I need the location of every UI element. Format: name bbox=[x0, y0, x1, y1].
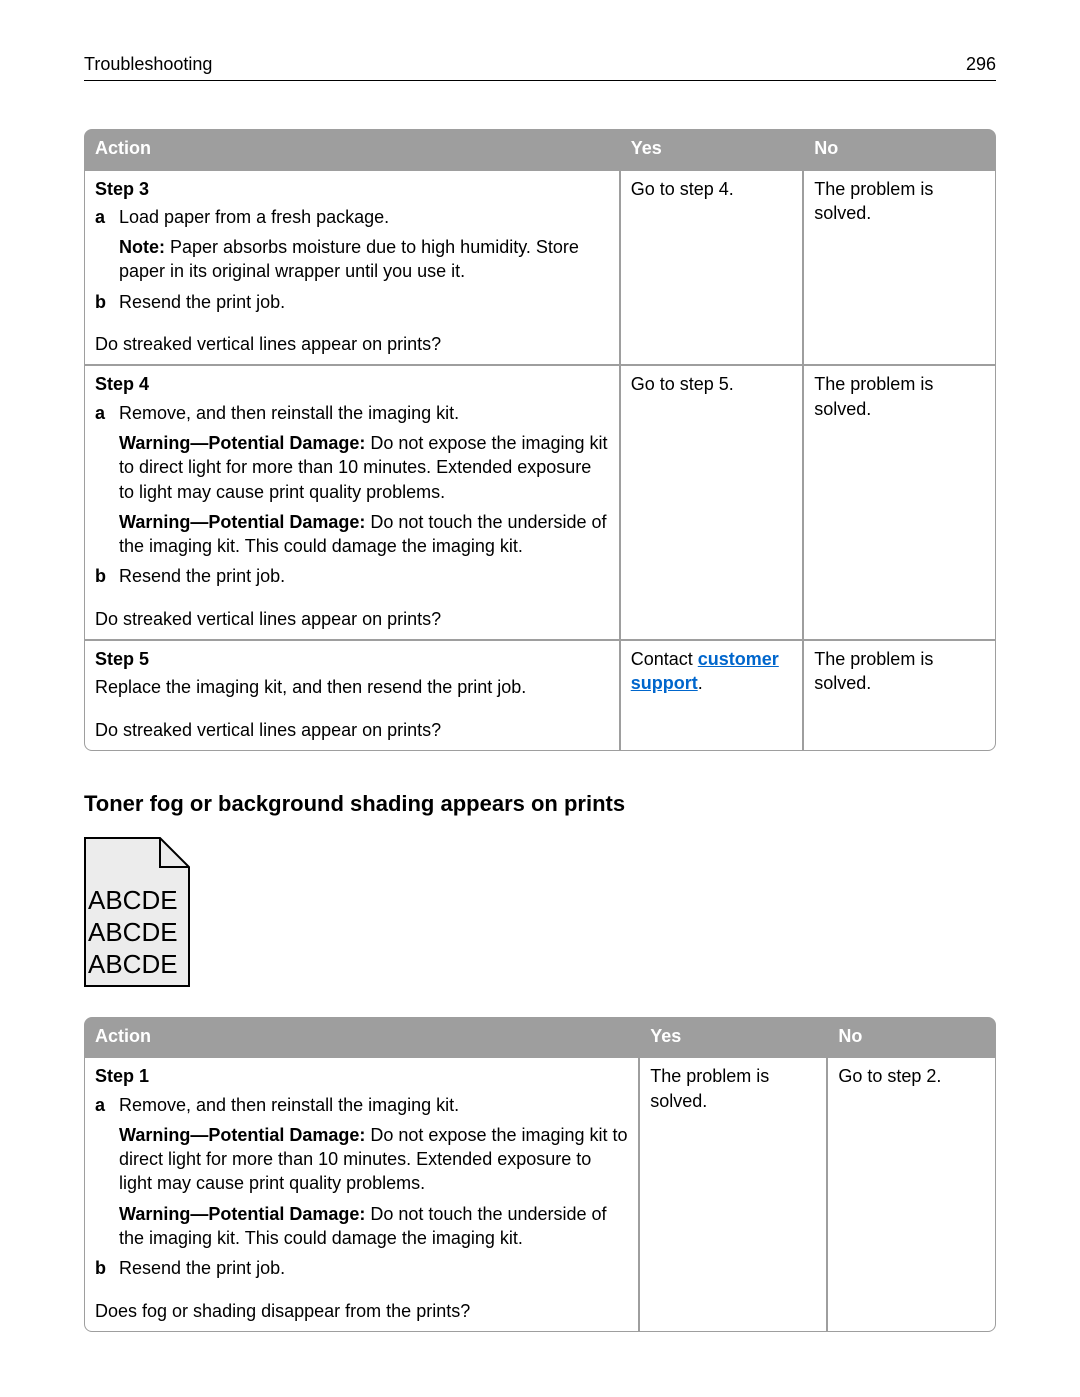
table-row: Step 4 a Remove, and then reinstall the … bbox=[84, 365, 996, 640]
sub-item: a Load paper from a fresh package. bbox=[95, 205, 609, 229]
step-title: Step 1 bbox=[95, 1064, 628, 1088]
sub-letter: b bbox=[95, 1256, 119, 1280]
no-cell: Go to step 2. bbox=[827, 1057, 996, 1332]
troubleshooting-table-2: Action Yes No Step 1 a Remove, and then … bbox=[84, 1017, 996, 1332]
note: Note: Paper absorbs moisture due to high… bbox=[119, 235, 609, 284]
sub-text: Resend the print job. bbox=[119, 290, 609, 314]
step-question: Do streaked vertical lines appear on pri… bbox=[95, 332, 609, 356]
step-question: Do streaked vertical lines appear on pri… bbox=[95, 718, 609, 742]
step-title: Step 5 bbox=[95, 647, 609, 671]
sub-item: b Resend the print job. bbox=[95, 564, 609, 588]
table-row: Step 1 a Remove, and then reinstall the … bbox=[84, 1057, 996, 1332]
action-cell: Step 3 a Load paper from a fresh package… bbox=[84, 170, 620, 366]
no-cell: The problem is solved. bbox=[803, 640, 996, 751]
sub-letter: a bbox=[95, 401, 119, 425]
sub-letter: b bbox=[95, 564, 119, 588]
note-label: Note: bbox=[119, 237, 165, 257]
action-cell: Step 5 Replace the imaging kit, and then… bbox=[84, 640, 620, 751]
yes-cell: Contact customer support. bbox=[620, 640, 804, 751]
sample-page-icon: ABCDE ABCDE ABCDE bbox=[84, 837, 190, 987]
sample-line-2: ABCDE bbox=[88, 917, 178, 947]
step-question: Do streaked vertical lines appear on pri… bbox=[95, 607, 609, 631]
warning-label: Warning—Potential Damage: bbox=[119, 1204, 365, 1224]
warning-label: Warning—Potential Damage: bbox=[119, 433, 365, 453]
sub-text: Resend the print job. bbox=[119, 1256, 628, 1280]
action-cell: Step 1 a Remove, and then reinstall the … bbox=[84, 1057, 639, 1332]
warning: Warning—Potential Damage: Do not touch t… bbox=[119, 1202, 628, 1251]
sub-item: b Resend the print job. bbox=[95, 290, 609, 314]
step-title: Step 4 bbox=[95, 372, 609, 396]
warning: Warning—Potential Damage: Do not expose … bbox=[119, 1123, 628, 1196]
note-text: Paper absorbs moisture due to high humid… bbox=[119, 237, 579, 281]
header-title: Troubleshooting bbox=[84, 52, 212, 76]
page: Troubleshooting 296 Action Yes No Step 3… bbox=[0, 0, 1080, 1392]
table-row: Step 3 a Load paper from a fresh package… bbox=[84, 170, 996, 366]
sub-item: a Remove, and then reinstall the imaging… bbox=[95, 401, 609, 425]
col-no: No bbox=[827, 1017, 996, 1057]
warning: Warning—Potential Damage: Do not expose … bbox=[119, 431, 609, 504]
table-row: Step 5 Replace the imaging kit, and then… bbox=[84, 640, 996, 751]
sub-letter: a bbox=[95, 1093, 119, 1117]
step-title: Step 3 bbox=[95, 177, 609, 201]
section-title: Toner fog or background shading appears … bbox=[84, 789, 996, 819]
sub-item: b Resend the print job. bbox=[95, 1256, 628, 1280]
yes-post: . bbox=[698, 673, 703, 693]
warning-label: Warning—Potential Damage: bbox=[119, 1125, 365, 1145]
sample-line-1: ABCDE bbox=[88, 885, 178, 915]
yes-pre: Contact bbox=[631, 649, 698, 669]
warning-label: Warning—Potential Damage: bbox=[119, 512, 365, 532]
step-question: Does fog or shading disappear from the p… bbox=[95, 1299, 628, 1323]
yes-cell: Go to step 5. bbox=[620, 365, 804, 640]
action-cell: Step 4 a Remove, and then reinstall the … bbox=[84, 365, 620, 640]
table-header-row: Action Yes No bbox=[84, 1017, 996, 1057]
no-cell: The problem is solved. bbox=[803, 170, 996, 366]
table-header-row: Action Yes No bbox=[84, 129, 996, 169]
col-action: Action bbox=[84, 129, 620, 169]
page-header: Troubleshooting 296 bbox=[84, 52, 996, 81]
warning: Warning—Potential Damage: Do not touch t… bbox=[119, 510, 609, 559]
sub-text: Resend the print job. bbox=[119, 564, 609, 588]
sub-letter: a bbox=[95, 205, 119, 229]
troubleshooting-table-1: Action Yes No Step 3 a Load paper from a… bbox=[84, 129, 996, 751]
sub-text: Remove, and then reinstall the imaging k… bbox=[119, 1093, 628, 1117]
sub-text: Remove, and then reinstall the imaging k… bbox=[119, 401, 609, 425]
step-body: Replace the imaging kit, and then resend… bbox=[95, 675, 609, 699]
col-action: Action bbox=[84, 1017, 639, 1057]
yes-cell: The problem is solved. bbox=[639, 1057, 827, 1332]
col-no: No bbox=[803, 129, 996, 169]
no-cell: The problem is solved. bbox=[803, 365, 996, 640]
yes-cell: Go to step 4. bbox=[620, 170, 804, 366]
col-yes: Yes bbox=[620, 129, 804, 169]
sub-item: a Remove, and then reinstall the imaging… bbox=[95, 1093, 628, 1117]
sub-text: Load paper from a fresh package. bbox=[119, 205, 609, 229]
col-yes: Yes bbox=[639, 1017, 827, 1057]
header-page-number: 296 bbox=[966, 52, 996, 76]
sub-letter: b bbox=[95, 290, 119, 314]
sample-line-3: ABCDE bbox=[88, 949, 178, 979]
